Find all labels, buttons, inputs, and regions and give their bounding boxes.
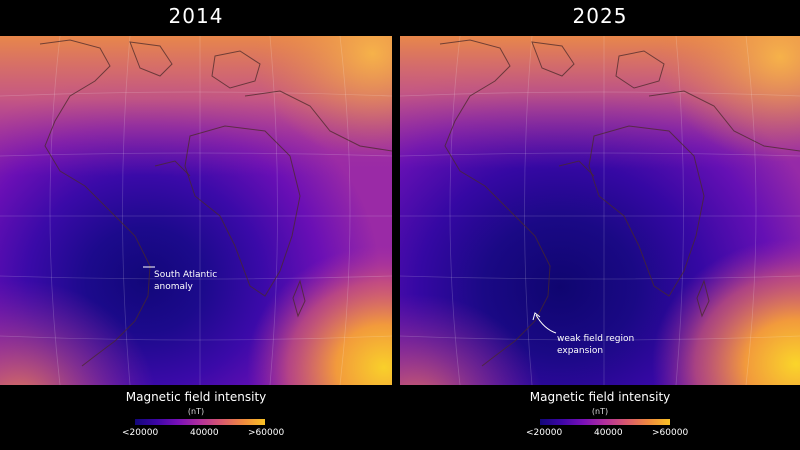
- legend-unit: (nT): [591, 407, 609, 416]
- legend-tick-mid: 40000: [594, 428, 623, 438]
- colorbar: [540, 419, 670, 425]
- annotation-line-2014: [143, 266, 155, 268]
- annotation-south-atlantic-anomaly: South Atlantic anomaly: [154, 269, 217, 293]
- coastlines: [439, 39, 800, 367]
- year-title-2025: 2025: [572, 4, 628, 28]
- annotation-line1: South Atlantic: [154, 270, 218, 280]
- legend-tick-high: >60000: [652, 428, 689, 438]
- legend-tick-low: <20000: [526, 428, 563, 438]
- legend-title: Magnetic field intensity: [125, 390, 267, 404]
- annotation-weak-field-expansion: weak field region expansion: [557, 333, 634, 357]
- graticule: [400, 36, 800, 385]
- legend-title: Magnetic field intensity: [529, 390, 671, 404]
- annotation-line2: expansion: [557, 346, 604, 356]
- colorbar: [135, 419, 265, 425]
- annotation-line1: weak field region: [557, 334, 635, 344]
- year-title-2014: 2014: [168, 4, 224, 28]
- legend-tick-high: >60000: [248, 428, 285, 438]
- legend-tick-mid: 40000: [190, 428, 219, 438]
- graticule: [0, 36, 392, 385]
- field-map-2014: [0, 36, 392, 385]
- legend-tick-low: <20000: [122, 428, 159, 438]
- field-map-2025: [400, 36, 800, 385]
- annotation-arrow-2025: [532, 312, 557, 334]
- coastlines: [39, 39, 392, 367]
- annotation-line2: anomaly: [154, 282, 193, 292]
- legend-unit: (nT): [187, 407, 205, 416]
